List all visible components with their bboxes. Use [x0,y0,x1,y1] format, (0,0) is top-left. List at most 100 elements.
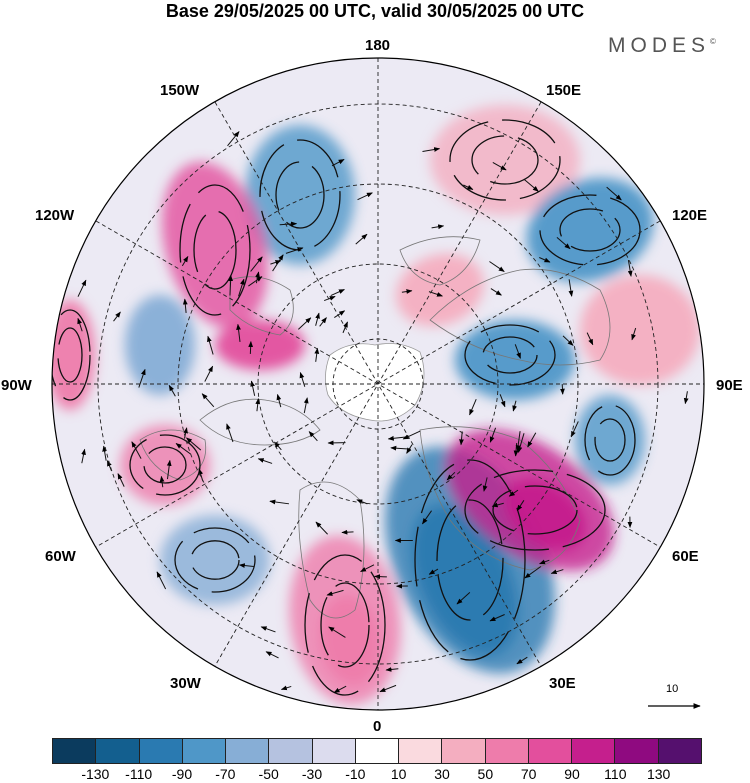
wind-arrow [341,529,354,535]
wind-arrow [298,317,312,330]
wind-arrow [568,279,574,297]
wind-arrow [156,571,167,590]
wind-arrow [314,347,320,362]
colorbar-tick-label: 110 [604,766,627,782]
wind-arrow [333,685,347,694]
wind-arrow [280,685,292,691]
anomaly-north-pacific-high [580,275,700,385]
wind-arrow [328,626,346,638]
colorbar-tick-label: -50 [258,766,279,782]
wind-arrow [422,510,432,525]
colorbar-tick-label: 50 [477,766,494,782]
wind-arrow [326,589,344,596]
lon-label-90e: 90E [716,377,743,394]
wind-arrow [539,257,551,263]
streamline [584,404,636,476]
wind-arrow [586,332,594,346]
wind-arrow [516,656,528,665]
wind-arrow [539,559,550,565]
wind-arrow [469,398,477,416]
anomaly-alaska-low [526,178,654,282]
lon-label-30e: 30E [549,675,576,692]
wind-arrow [77,279,87,297]
colorbar [52,738,702,764]
wind-arrow [489,614,505,622]
colorbar-tick-label: -90 [171,766,193,782]
streamline [57,327,83,383]
wind-arrow [207,335,214,355]
wind-arrow [238,563,254,568]
colorbar-swatch [311,738,355,764]
wind-arrow [255,398,261,412]
wind-arrow [265,651,279,659]
wind-arrow [570,421,579,438]
colorbar-tick-label: -110 [125,766,153,782]
lon-label-180: 180 [365,37,391,54]
wind-arrow [402,430,421,440]
colorbar-tick-label: 70 [520,766,537,782]
streamline [464,469,606,551]
streamline [190,540,240,580]
streamline [179,184,251,316]
wind-arrow [330,289,345,296]
wind-arrow [81,448,86,464]
wind-arrow [499,394,506,408]
wind-arrow [319,317,327,327]
wind-arrow [482,477,488,492]
wind-arrow [331,159,345,167]
anomaly-canada-high [120,425,210,505]
wind-arrow [255,271,260,284]
colorbar-swatch [181,738,226,764]
wind-arrow [606,186,622,201]
colorbar-swatch [571,738,615,764]
colorbar-tick-label: 10 [390,766,407,782]
modes-logo: MODES© [608,34,716,57]
streamline [471,135,539,185]
wind-arrow [431,224,445,230]
streamline [129,434,201,496]
wind-arrow [524,566,542,579]
wind-arrow [131,441,142,459]
wind-arrow [385,667,399,672]
wind-arrow [428,568,439,575]
wind-arrow [492,162,507,171]
colorbar-swatch [484,738,528,764]
streamline [482,336,538,374]
anomaly-north-atlantic-low [125,295,195,395]
wind-arrow [357,192,373,201]
wind-arrow [514,344,521,359]
wind-arrow [463,184,474,190]
lon-label-0: 0 [373,718,382,735]
wind-arrow [401,289,413,294]
wind-arrow [227,131,240,147]
wind-arrow [257,458,273,464]
colorbar-tick-label: -70 [215,766,236,782]
wind-arrow [308,431,318,442]
wind-arrow [186,437,202,451]
wind-arrow [324,295,336,302]
wind-arrow [515,431,521,452]
wind-arrow [315,521,328,535]
wind-arrow [491,502,504,508]
colorbar-swatch [95,738,139,764]
anomaly-alaska-low [245,125,355,265]
wind-arrow [181,255,189,267]
wind-arrow [490,288,502,296]
wind-arrow [459,431,464,446]
wind-arrow [138,368,146,388]
colorbar-swatch [225,738,269,764]
lon-label-120w: 120W [35,207,75,224]
wind-arrow [250,380,256,396]
wind-arrow [627,259,633,277]
wind-arrow [248,276,263,287]
colorbar-tick-label: -10 [345,766,366,782]
wind-arrow [204,365,214,382]
colorbar-swatch [441,738,485,764]
streamline [594,418,626,462]
wind-arrow [276,393,282,408]
wind-arrow [631,327,637,341]
wind-arrow [556,236,571,250]
colorbar-swatch [657,738,702,764]
wind-arrow [379,684,397,693]
